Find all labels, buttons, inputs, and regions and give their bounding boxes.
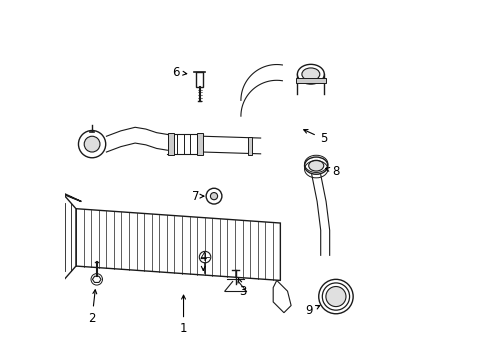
- Polygon shape: [54, 189, 81, 202]
- Bar: [295, 78, 325, 83]
- Bar: [196, 133, 202, 155]
- Circle shape: [318, 279, 352, 314]
- Polygon shape: [92, 276, 101, 283]
- Circle shape: [325, 287, 346, 307]
- Ellipse shape: [304, 157, 327, 174]
- Text: 8: 8: [325, 165, 339, 177]
- Text: 7: 7: [192, 190, 203, 203]
- Ellipse shape: [301, 68, 319, 81]
- Bar: [196, 72, 203, 87]
- Ellipse shape: [308, 160, 323, 171]
- Polygon shape: [273, 280, 290, 313]
- Text: 3: 3: [238, 279, 246, 298]
- Text: 5: 5: [303, 130, 326, 145]
- Circle shape: [206, 188, 222, 204]
- Circle shape: [84, 136, 100, 152]
- Text: 4: 4: [199, 251, 206, 270]
- Circle shape: [210, 193, 217, 200]
- Circle shape: [78, 131, 105, 158]
- Polygon shape: [56, 194, 76, 280]
- Circle shape: [199, 251, 210, 263]
- Text: 9: 9: [305, 305, 319, 318]
- Ellipse shape: [297, 64, 324, 84]
- Bar: [247, 137, 251, 155]
- Bar: [168, 133, 174, 155]
- Text: 6: 6: [172, 66, 186, 79]
- Polygon shape: [76, 209, 280, 280]
- Text: 2: 2: [88, 290, 97, 325]
- Text: 1: 1: [180, 295, 187, 335]
